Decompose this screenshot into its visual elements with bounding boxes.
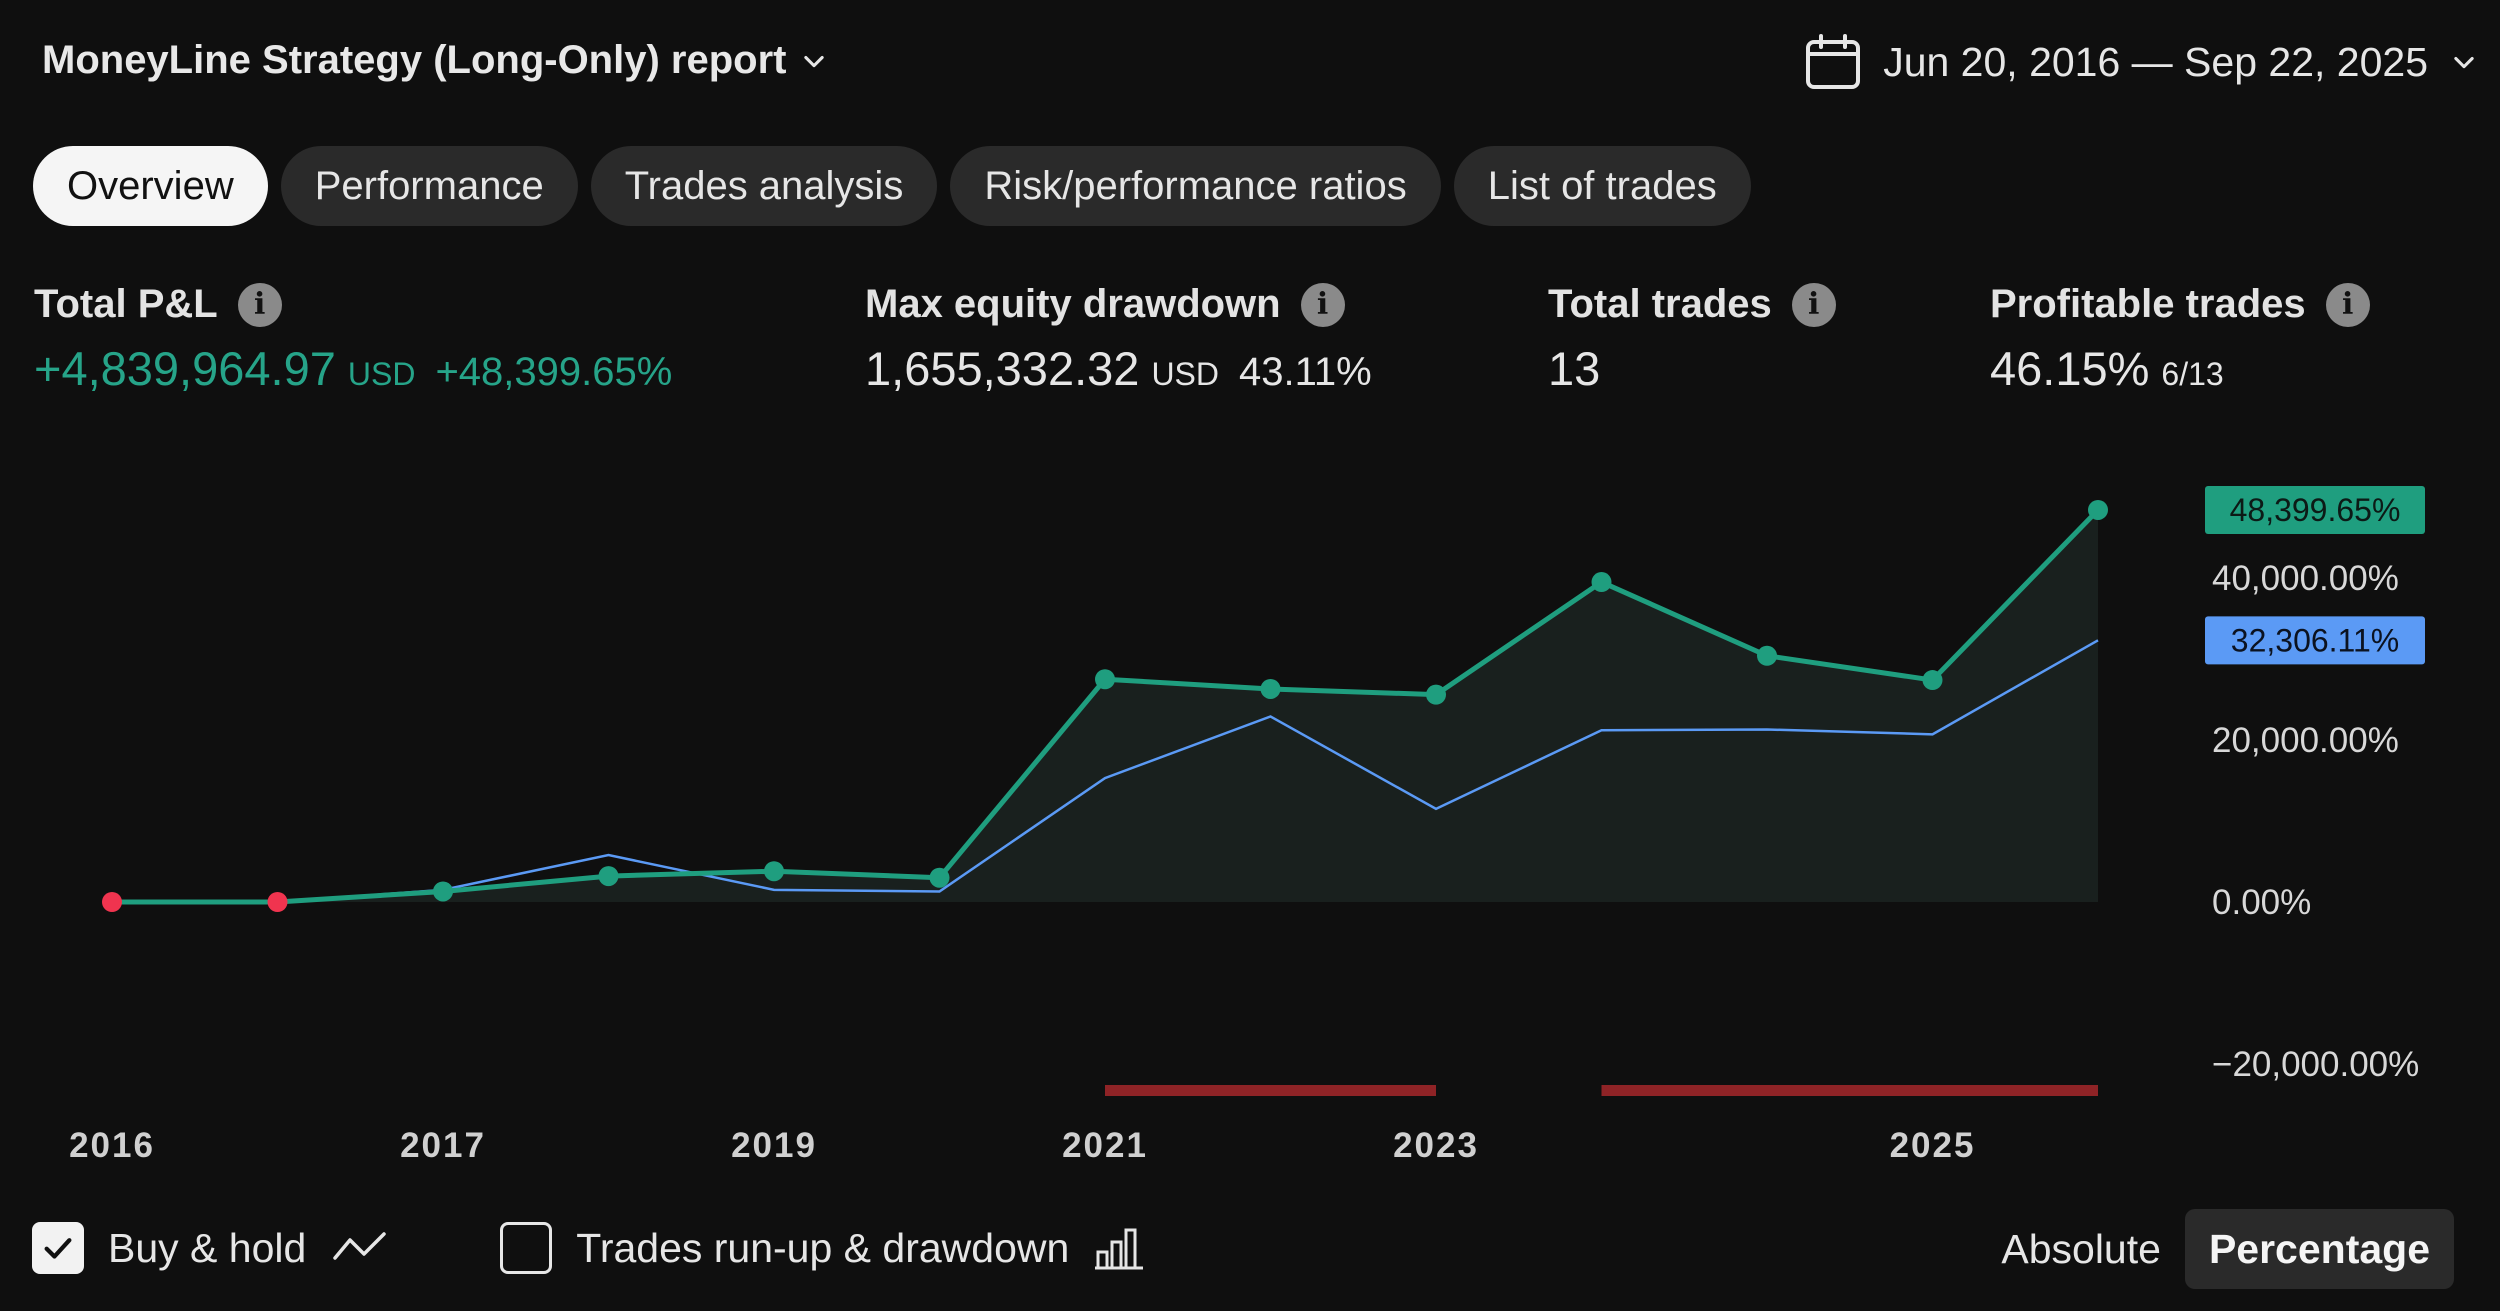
value-mode-toggle: Absolute Percentage bbox=[1977, 1209, 2454, 1289]
x-tick-label: 2023 bbox=[1393, 1126, 1479, 1165]
stat-label: Total P&L bbox=[34, 282, 218, 326]
line-chart-icon bbox=[333, 1232, 387, 1260]
strategy-point bbox=[1426, 684, 1446, 705]
tab-overview[interactable]: Overview bbox=[33, 146, 268, 226]
y-tick-label: 20,000.00% bbox=[2212, 721, 2399, 760]
strategy-point bbox=[929, 867, 950, 888]
strategy-point bbox=[1260, 678, 1281, 699]
x-tick-label: 2016 bbox=[69, 1126, 155, 1165]
drawdown-period-bar bbox=[1601, 1085, 2098, 1096]
strategy-area-fill bbox=[112, 509, 2098, 902]
chevron-down-icon bbox=[2454, 56, 2474, 69]
checkmark-icon bbox=[44, 1238, 72, 1259]
stat-max-drawdown: Max equity drawdown i 1,655,332.32 USD 43… bbox=[865, 282, 1372, 396]
percentage-mode-button[interactable]: Percentage bbox=[2184, 1209, 2454, 1289]
runup-drawdown-label: Trades run-up & drawdown bbox=[576, 1224, 1070, 1271]
y-tick-label: −20,000.00% bbox=[2212, 1045, 2419, 1084]
stat-label: Profitable trades bbox=[1990, 282, 2306, 326]
report-title-dropdown[interactable]: MoneyLine Strategy (Long-Only) report bbox=[42, 38, 828, 83]
total-pnl-value: +4,839,964.97 bbox=[34, 342, 336, 395]
strategy-points bbox=[102, 499, 2108, 912]
bar-chart-icon bbox=[1095, 1228, 1144, 1270]
drawdown-bars bbox=[1105, 1085, 2098, 1096]
last-value-tags: 48,399.65% 32,306.11% bbox=[2205, 485, 2425, 665]
absolute-mode-button[interactable]: Absolute bbox=[2001, 1225, 2161, 1272]
strategy-point bbox=[433, 881, 453, 902]
report-title: MoneyLine Strategy (Long-Only) report bbox=[42, 38, 787, 82]
last-value-label: 32,306.11% bbox=[2231, 622, 2399, 658]
info-icon[interactable]: i bbox=[1300, 282, 1345, 327]
buy-hold-label: Buy & hold bbox=[108, 1224, 307, 1271]
stat-label: Max equity drawdown bbox=[865, 282, 1281, 326]
strategy-point bbox=[764, 861, 784, 882]
strategy-point bbox=[1757, 645, 1777, 666]
chevron-down-icon bbox=[804, 55, 825, 67]
buy-hold-checkbox[interactable] bbox=[32, 1222, 84, 1274]
total-pnl-percent: +48,399.65% bbox=[435, 350, 673, 394]
calendar-icon bbox=[1806, 34, 1861, 89]
strategy-point bbox=[102, 892, 122, 912]
x-tick-label: 2021 bbox=[1062, 1126, 1148, 1165]
date-range-label: Jun 20, 2016 — Sep 22, 2025 bbox=[1883, 38, 2428, 85]
tab-trades-analysis[interactable]: Trades analysis bbox=[590, 146, 938, 226]
profitable-trades-ratio: 6/13 bbox=[2161, 356, 2224, 392]
y-tick-label: 0.00% bbox=[2212, 883, 2311, 922]
x-tick-label: 2025 bbox=[1890, 1126, 1976, 1165]
tab-risk-performance-ratios[interactable]: Risk/performance ratios bbox=[950, 146, 1441, 226]
max-drawdown-value: 1,655,332.32 bbox=[865, 342, 1140, 395]
stat-label: Total trades bbox=[1548, 282, 1772, 326]
profitable-trades-percent: 46.15% bbox=[1990, 342, 2150, 395]
stat-total-pnl: Total P&L i +4,839,964.97 USD +48,399.65% bbox=[34, 282, 672, 396]
currency-unit: USD bbox=[1151, 356, 1219, 392]
report-tabs: Overview Performance Trades analysis Ris… bbox=[33, 146, 1751, 226]
tab-performance[interactable]: Performance bbox=[280, 146, 578, 226]
info-icon[interactable]: i bbox=[2325, 282, 2370, 327]
runup-drawdown-checkbox[interactable] bbox=[500, 1222, 553, 1274]
strategy-point bbox=[1591, 572, 1612, 593]
strategy-point bbox=[267, 892, 288, 912]
last-value-tag bbox=[2205, 485, 2425, 534]
equity-chart[interactable]: 40,000.00% 20,000.00% 0.00% −20,000.00% 201… bbox=[0, 460, 2500, 1180]
info-icon[interactable]: i bbox=[237, 282, 282, 327]
stat-profitable-trades: Profitable trades i 46.15% 6/13 bbox=[1990, 282, 2370, 396]
currency-unit: USD bbox=[347, 356, 416, 392]
strategy-point bbox=[1095, 669, 1115, 690]
last-value-label: 48,399.65% bbox=[2230, 492, 2401, 528]
strategy-point bbox=[598, 866, 619, 887]
strategy-point bbox=[2088, 499, 2108, 520]
max-drawdown-percent: 43.11% bbox=[1239, 350, 1372, 394]
x-axis: 2016 2017 2019 2021 2023 2025 bbox=[69, 1126, 1976, 1165]
strategy-point bbox=[1922, 670, 1943, 691]
info-icon[interactable]: i bbox=[1791, 282, 1836, 327]
x-tick-label: 2017 bbox=[400, 1126, 486, 1165]
date-range-picker[interactable]: Jun 20, 2016 — Sep 22, 2025 bbox=[1805, 34, 2478, 90]
total-trades-value: 13 bbox=[1548, 342, 1601, 395]
chart-options: Buy & hold Trades run-up & drawdown bbox=[32, 1222, 1145, 1274]
drawdown-period-bar bbox=[1105, 1085, 1436, 1096]
stat-total-trades: Total trades i 13 bbox=[1548, 282, 1836, 396]
x-tick-label: 2019 bbox=[731, 1126, 817, 1165]
y-tick-label: 40,000.00% bbox=[2212, 559, 2399, 598]
y-axis: 40,000.00% 20,000.00% 0.00% −20,000.00% bbox=[2212, 559, 2419, 1084]
tab-list-of-trades[interactable]: List of trades bbox=[1453, 146, 1751, 226]
last-value-tag bbox=[2205, 616, 2425, 665]
